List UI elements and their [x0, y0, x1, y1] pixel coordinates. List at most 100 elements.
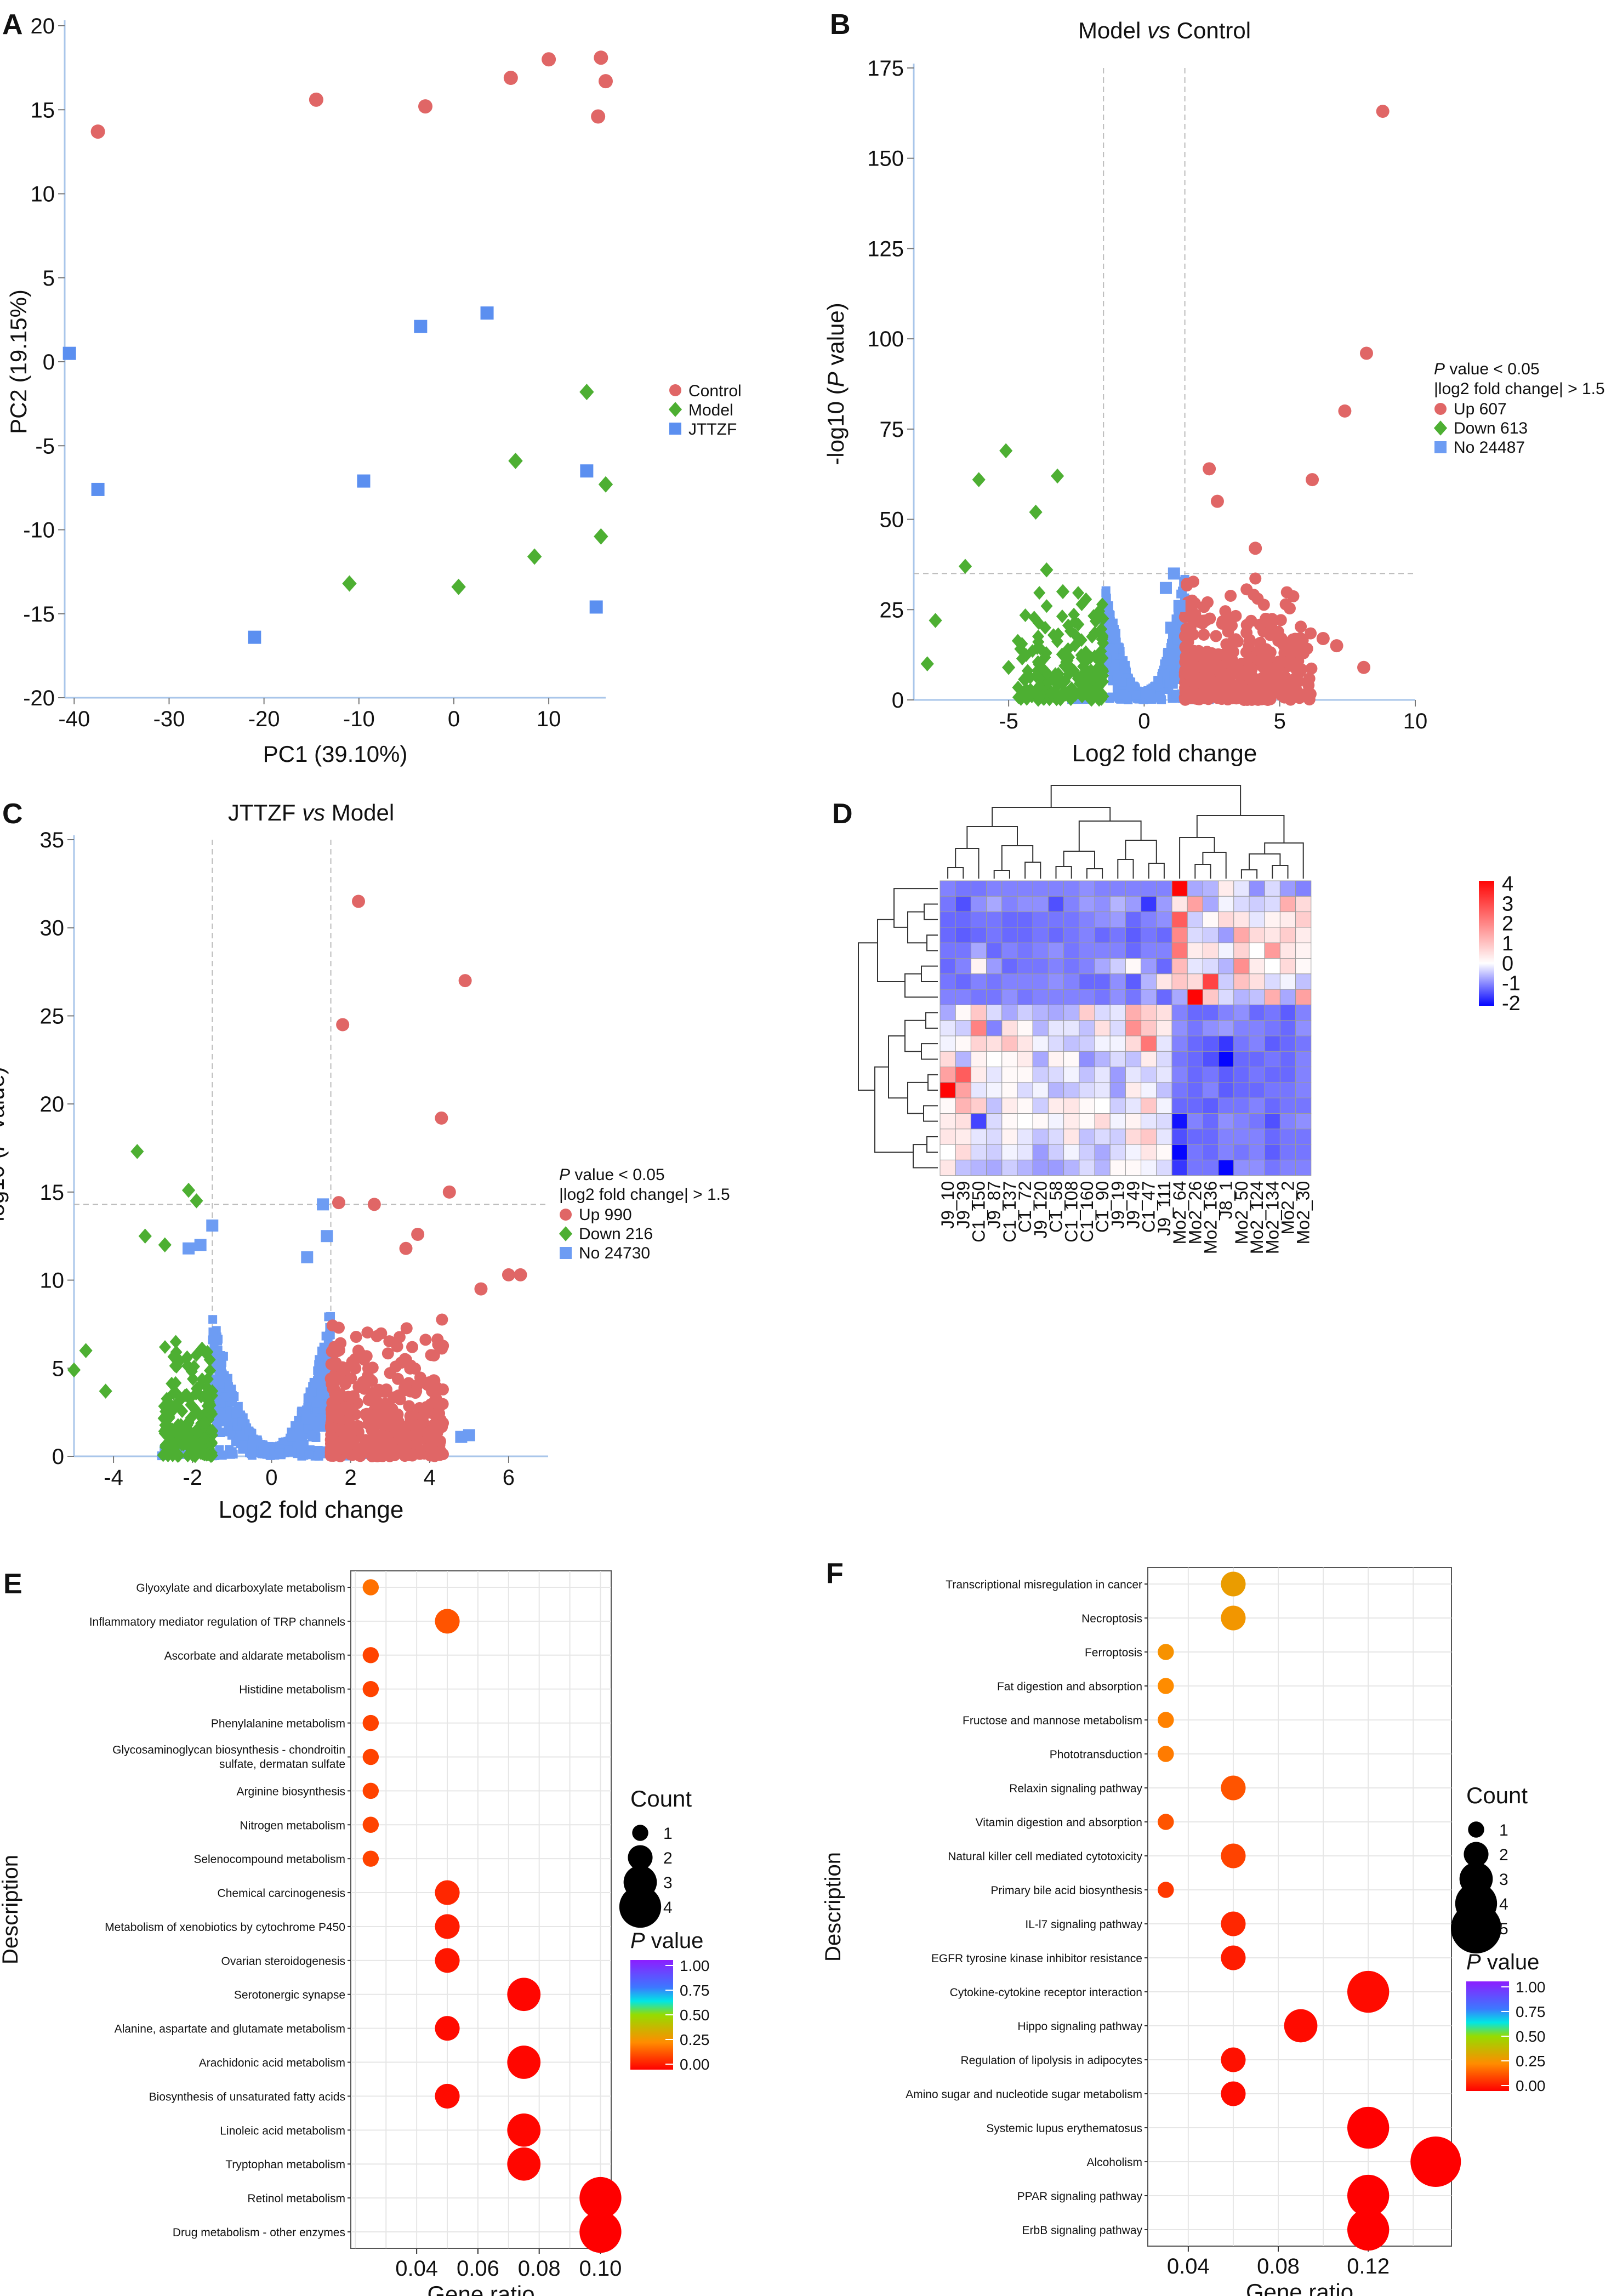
heatmap-cell [986, 1129, 1003, 1145]
point-down [1021, 664, 1034, 678]
heatmap-cell [1156, 942, 1172, 959]
pca-point-control [418, 99, 432, 114]
point-up [428, 1374, 441, 1387]
pvalue-legend-title: P value [630, 1929, 703, 1953]
term-label: Retinol metabolism [247, 2192, 345, 2205]
heatmap-cell [1187, 1082, 1203, 1098]
heatmap-cell [1032, 1051, 1049, 1068]
y-tick-label: 20 [31, 14, 55, 38]
pvalue-legend-title: P value [1466, 1950, 1539, 1974]
y-tick-label: 100 [867, 327, 904, 351]
heatmap-cell [1063, 896, 1080, 913]
point-up [1295, 620, 1307, 633]
point-up [345, 1372, 357, 1385]
outlier-down [972, 472, 986, 487]
heatmap-cell [1187, 1051, 1203, 1068]
count-legend-title: Count [1466, 1782, 1528, 1808]
pca-point-jttzf [580, 464, 594, 478]
heatmap-cell [1249, 911, 1265, 928]
heatmap-cell [1264, 1159, 1280, 1176]
term-label: Selenocompound metabolism [193, 1853, 345, 1866]
point-down [158, 1399, 170, 1414]
enrichment-dot [1158, 1644, 1174, 1660]
count-legend-label: 3 [663, 1874, 673, 1892]
heatmap-cell [940, 896, 956, 913]
point-up [1264, 629, 1277, 641]
point-down [1041, 666, 1054, 681]
point-up [1305, 662, 1318, 675]
heatmap-cell [970, 911, 987, 928]
x-tick-label: 10 [537, 707, 561, 731]
heatmap-cell [955, 1113, 971, 1130]
heatmap-cell [1141, 927, 1157, 943]
enrichment-dot [362, 1816, 379, 1833]
heatmap-cell [1279, 1159, 1296, 1176]
heatmap-cell [1125, 911, 1142, 928]
point-down [159, 1340, 172, 1354]
heatmap-cell [1264, 1067, 1280, 1083]
point-no [232, 1410, 241, 1419]
pvalue-legend-title-part-0: P [1466, 1950, 1481, 1974]
outlier-up [502, 1268, 515, 1281]
enrichment-dot [507, 2113, 541, 2147]
enrichment-dot [1221, 1945, 1246, 1970]
point-down [1076, 690, 1089, 704]
column-label: Mo2_26 [1185, 1181, 1205, 1245]
x-tick-label: 0.06 [457, 2257, 499, 2281]
heatmap-cell [1171, 1144, 1188, 1160]
enrichment-dot [362, 1748, 379, 1765]
heatmap-cell [986, 911, 1003, 928]
heatmap-cell [1001, 896, 1018, 913]
heatmap-cell [1109, 1067, 1126, 1083]
term-label: Nitrogen metabolism [240, 1819, 345, 1832]
heatmap-cell [1079, 942, 1095, 959]
heatmap-cell [1171, 927, 1188, 943]
legend-title: P value < 0.05 [559, 1166, 665, 1184]
y-tick-label: 75 [880, 418, 904, 442]
heatmap-cell [1017, 942, 1033, 959]
x-tick-label: 0 [1138, 709, 1150, 733]
outlier-down [181, 1182, 196, 1198]
heatmap-legend-tick-label: 0 [1502, 952, 1513, 975]
point-down [1016, 637, 1028, 651]
panel-e: E 0.04 0.06 0.08 0.10 Gene ratio Description Gl… [0, 1568, 710, 2296]
point-no [1118, 677, 1127, 687]
point-no [1101, 586, 1111, 595]
heatmap-cell [986, 1004, 1003, 1021]
legend-title-part-1: value < 0.05 [1445, 360, 1540, 378]
point-up [343, 1414, 355, 1426]
column-label: J9_120 [1030, 1181, 1050, 1239]
point-up [433, 1407, 446, 1420]
heatmap-cell [1233, 1020, 1250, 1036]
heatmap-cell [1125, 880, 1142, 897]
outlier-up [1338, 404, 1352, 418]
pvalue-legend-title-part-1: value [645, 1929, 704, 1953]
heatmap-cell [1032, 1067, 1049, 1083]
heatmap-cell [1233, 1129, 1250, 1145]
y-tick-label: 0 [52, 1445, 64, 1469]
heatmap-cell [1187, 880, 1203, 897]
plot-frame [1147, 1567, 1452, 2247]
heatmap-cell [1202, 1097, 1219, 1114]
heatmap-cell [1141, 1020, 1157, 1036]
heatmap-cell [1279, 1035, 1296, 1052]
outlier-no [206, 1219, 219, 1232]
heatmap-cell [955, 958, 971, 975]
heatmap-cell [1218, 1129, 1234, 1145]
enrichment-dot [507, 2147, 541, 2181]
heatmap-cell [940, 1097, 956, 1114]
heatmap-cell [1187, 1004, 1203, 1021]
count-legend-dot [628, 1845, 653, 1870]
heatmap-cell [1264, 989, 1280, 1005]
legend-marker [560, 1247, 572, 1259]
heatmap-cell [1249, 1097, 1265, 1114]
point-down [1034, 656, 1046, 670]
term-label: Serotonergic synapse [234, 1989, 345, 2002]
point-no [1163, 650, 1172, 659]
up-points [324, 1313, 449, 1462]
heatmap-cell [1063, 911, 1080, 928]
heatmap-cell [1249, 1067, 1265, 1083]
heatmap-cell [1094, 1004, 1111, 1021]
heatmap-cell [1279, 973, 1296, 990]
